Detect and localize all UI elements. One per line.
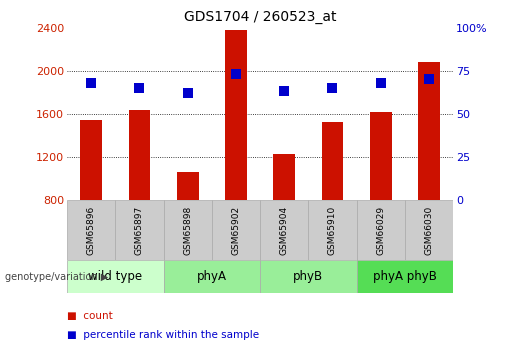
Text: ■  percentile rank within the sample: ■ percentile rank within the sample <box>67 330 259 340</box>
Bar <box>356 260 453 293</box>
Bar <box>163 200 212 260</box>
Bar <box>260 260 356 293</box>
Bar <box>370 112 391 200</box>
Text: GSM66030: GSM66030 <box>424 206 434 255</box>
Bar <box>308 200 356 260</box>
Bar <box>163 260 260 293</box>
Point <box>425 77 433 82</box>
Text: GSM65904: GSM65904 <box>280 206 289 255</box>
Bar <box>177 172 198 200</box>
Text: GSM65897: GSM65897 <box>135 206 144 255</box>
Bar <box>225 30 247 200</box>
Bar <box>80 120 102 200</box>
Text: phyA: phyA <box>197 270 227 283</box>
Point <box>329 85 337 91</box>
Bar <box>273 154 295 200</box>
Text: GSM66029: GSM66029 <box>376 206 385 255</box>
Text: wild type: wild type <box>88 270 142 283</box>
Point <box>232 71 240 77</box>
Point <box>183 90 192 96</box>
Bar <box>418 62 440 200</box>
Text: GSM65896: GSM65896 <box>87 206 96 255</box>
Text: ■  count: ■ count <box>67 311 113 321</box>
Bar <box>129 110 150 200</box>
Point <box>87 80 95 86</box>
Bar <box>322 122 344 200</box>
Text: GSM65898: GSM65898 <box>183 206 192 255</box>
Bar <box>67 260 163 293</box>
Text: GSM65910: GSM65910 <box>328 206 337 255</box>
Point <box>280 89 288 94</box>
Bar <box>405 200 453 260</box>
Text: phyA phyB: phyA phyB <box>373 270 437 283</box>
Text: GSM65902: GSM65902 <box>231 206 241 255</box>
Title: GDS1704 / 260523_at: GDS1704 / 260523_at <box>184 10 336 24</box>
Point <box>376 80 385 86</box>
Point <box>135 85 144 91</box>
Bar <box>67 200 115 260</box>
Text: genotype/variation ▶: genotype/variation ▶ <box>5 272 108 282</box>
Bar <box>115 200 163 260</box>
Bar <box>260 200 308 260</box>
Bar <box>212 200 260 260</box>
Bar <box>356 200 405 260</box>
Text: phyB: phyB <box>294 270 323 283</box>
